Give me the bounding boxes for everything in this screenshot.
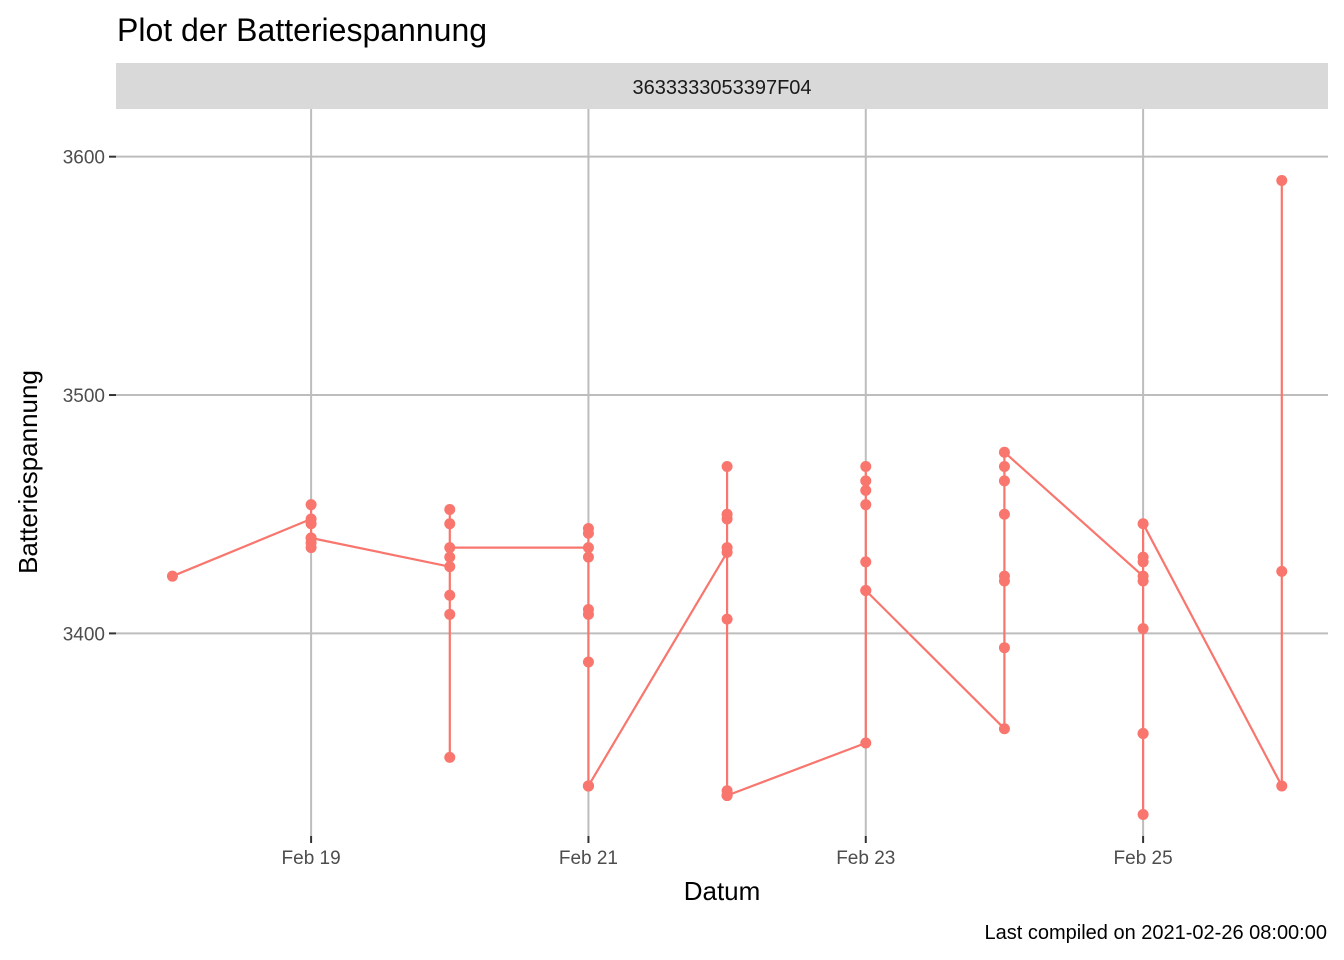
data-point xyxy=(1137,623,1149,635)
data-point xyxy=(582,608,594,620)
data-point xyxy=(1137,518,1149,530)
data-point xyxy=(998,642,1010,654)
data-point xyxy=(582,551,594,563)
data-point xyxy=(444,561,456,573)
data-point xyxy=(444,518,456,530)
caption: Last compiled on 2021-02-26 08:00:00 xyxy=(985,922,1327,944)
data-point xyxy=(582,656,594,668)
data-point xyxy=(721,461,733,473)
x-tick-label: Feb 25 xyxy=(1114,848,1173,869)
facet-strip-label: 3633333053397F04 xyxy=(632,77,811,99)
data-point xyxy=(166,570,178,582)
data-point xyxy=(721,613,733,625)
y-axis: 3400 3500 3600 xyxy=(63,148,116,645)
data-point xyxy=(860,461,872,473)
data-point xyxy=(1276,780,1288,792)
data-point xyxy=(582,527,594,539)
data-point xyxy=(721,542,733,554)
data-point xyxy=(860,499,872,511)
x-tick-label: Feb 21 xyxy=(559,848,618,869)
data-point xyxy=(860,556,872,568)
gridlines xyxy=(116,109,1328,836)
data-point xyxy=(1137,551,1149,563)
data-point xyxy=(305,518,317,530)
data-point xyxy=(444,503,456,515)
y-tick-label: 3400 xyxy=(63,624,105,645)
y-tick-label: 3500 xyxy=(63,386,105,407)
data-point xyxy=(860,475,872,487)
data-point xyxy=(305,532,317,544)
facet-strip xyxy=(116,63,1328,109)
chart-title: Plot der Batteriespannung xyxy=(117,12,487,48)
x-axis-title: Datum xyxy=(684,876,761,906)
y-axis-title: Batteriespannung xyxy=(13,370,43,574)
data-point xyxy=(998,508,1010,520)
data-point xyxy=(444,608,456,620)
x-tick-label: Feb 19 xyxy=(282,848,341,869)
data-point xyxy=(998,475,1010,487)
data-point xyxy=(721,789,733,801)
data-point xyxy=(1137,728,1149,740)
x-tick-label: Feb 23 xyxy=(836,848,895,869)
data-point xyxy=(1276,565,1288,577)
data-point xyxy=(444,542,456,554)
data-point xyxy=(998,446,1010,458)
data-point xyxy=(444,751,456,763)
data-point xyxy=(444,551,456,563)
data-point xyxy=(998,570,1010,582)
data-point xyxy=(1137,809,1149,821)
data-point xyxy=(1137,575,1149,587)
data-point xyxy=(1276,175,1288,187)
data-point xyxy=(582,542,594,554)
data-point xyxy=(444,589,456,601)
data-point xyxy=(998,723,1010,735)
data-point xyxy=(721,508,733,520)
x-axis: Feb 19 Feb 21 Feb 23 Feb 25 xyxy=(282,836,1173,869)
data-point xyxy=(582,780,594,792)
data-point xyxy=(305,542,317,554)
series-points xyxy=(166,175,1288,821)
data-point xyxy=(860,737,872,749)
data-point xyxy=(860,484,872,496)
data-point xyxy=(860,584,872,596)
y-tick-label: 3600 xyxy=(63,148,105,169)
data-point xyxy=(305,499,317,511)
series-lines xyxy=(171,179,1283,816)
data-point xyxy=(998,461,1010,473)
series-line xyxy=(171,179,1283,816)
